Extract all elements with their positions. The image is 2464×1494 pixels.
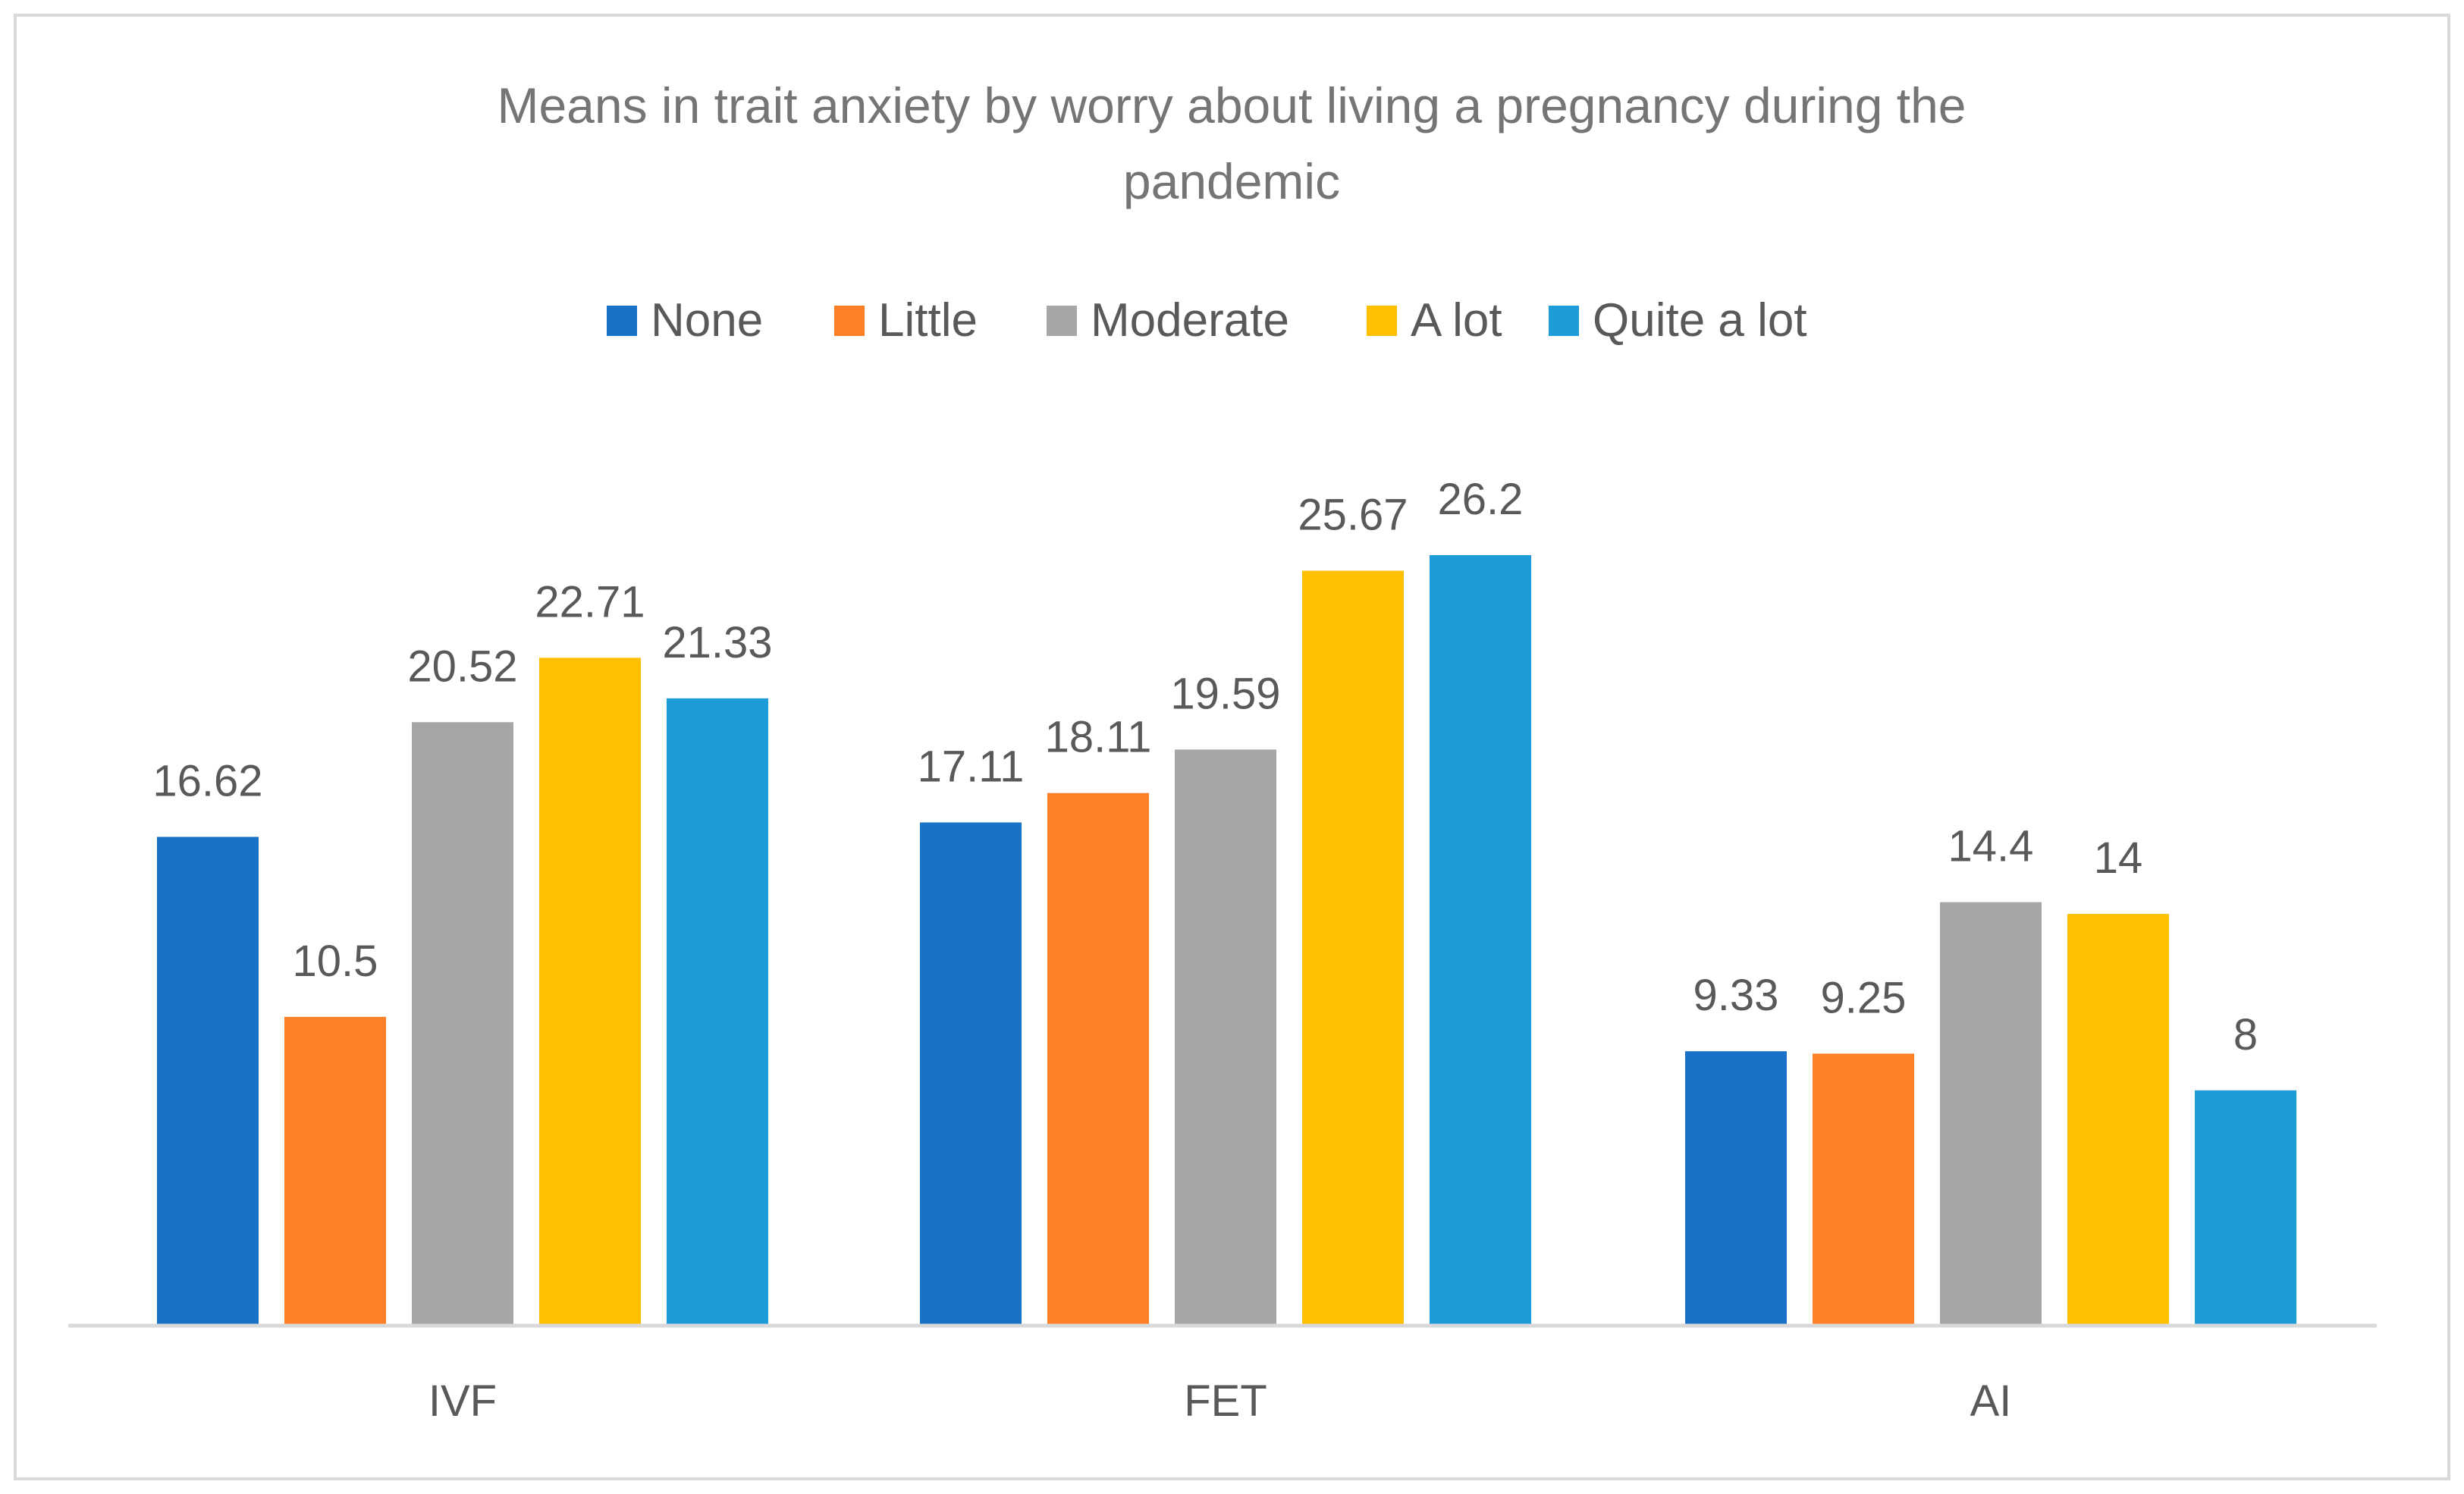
legend-label-a-lot: A lot bbox=[1411, 294, 1502, 347]
bar-ai-quite-a-lot bbox=[2195, 1090, 2296, 1326]
legend-swatch-none bbox=[607, 306, 637, 336]
bar-fet-quite-a-lot bbox=[1430, 555, 1531, 1326]
bar-fet-moderate bbox=[1175, 749, 1276, 1326]
legend-swatch-quite-a-lot bbox=[1549, 306, 1579, 336]
legend-label-quite-a-lot: Quite a lot bbox=[1593, 294, 1807, 347]
data-label-ivf-a-lot: 22.71 bbox=[535, 577, 645, 626]
x-tick-label-fet: FET bbox=[1184, 1376, 1267, 1426]
bar-fet-none bbox=[920, 822, 1022, 1326]
data-label-ai-little: 9.25 bbox=[1821, 973, 1907, 1022]
bar-ivf-moderate bbox=[412, 722, 513, 1326]
bar-ivf-none bbox=[157, 836, 259, 1326]
data-label-fet-moderate: 19.59 bbox=[1170, 669, 1280, 718]
data-label-ai-quite-a-lot: 8 bbox=[2233, 1010, 2258, 1059]
chart-title-line-1: Means in trait anxiety by worry about li… bbox=[497, 77, 1966, 133]
data-label-ivf-quite-a-lot: 21.33 bbox=[662, 618, 772, 667]
bar-series-group bbox=[157, 555, 2296, 1326]
bar-ai-a-lot bbox=[2067, 914, 2169, 1326]
x-tick-label-ivf: IVF bbox=[428, 1376, 497, 1426]
bar-ai-none bbox=[1685, 1051, 1787, 1326]
data-labels-group: 16.62 10.5 20.52 22.71 21.33 17.11 18.11 19.59 2… bbox=[152, 475, 2258, 1059]
legend-label-little: Little bbox=[878, 294, 978, 347]
x-tick-label-ai: AI bbox=[1970, 1376, 2012, 1426]
data-label-ai-moderate: 14.4 bbox=[1948, 822, 2034, 871]
legend-swatch-moderate bbox=[1047, 306, 1077, 336]
data-label-ai-a-lot: 14 bbox=[2094, 833, 2143, 883]
bar-fet-little bbox=[1047, 793, 1149, 1326]
data-label-ivf-little: 10.5 bbox=[293, 937, 378, 986]
legend-swatch-little bbox=[834, 306, 865, 336]
data-label-ai-none: 9.33 bbox=[1693, 971, 1779, 1020]
chart-title-line-2: pandemic bbox=[1123, 153, 1340, 209]
bar-fet-a-lot bbox=[1302, 570, 1404, 1326]
bar-ivf-little bbox=[284, 1016, 386, 1326]
legend-label-moderate: Moderate bbox=[1091, 294, 1289, 347]
bar-ai-little bbox=[1813, 1053, 1914, 1326]
x-axis-ticks: IVF FET AI bbox=[428, 1376, 2012, 1426]
legend-swatch-a-lot bbox=[1367, 306, 1397, 336]
bar-ivf-quite-a-lot bbox=[667, 698, 768, 1326]
data-label-fet-quite-a-lot: 26.2 bbox=[1438, 475, 1524, 524]
data-label-fet-a-lot: 25.67 bbox=[1298, 491, 1408, 540]
data-label-fet-little: 18.11 bbox=[1045, 713, 1152, 762]
data-label-ivf-moderate: 20.52 bbox=[407, 642, 517, 691]
legend: None Little Moderate A lot Quite a lot bbox=[607, 294, 1807, 347]
data-label-ivf-none: 16.62 bbox=[152, 756, 262, 805]
legend-label-none: None bbox=[651, 294, 763, 347]
data-label-fet-none: 17.11 bbox=[918, 742, 1025, 791]
bar-ivf-a-lot bbox=[539, 658, 641, 1326]
bar-ai-moderate bbox=[1940, 902, 2042, 1326]
